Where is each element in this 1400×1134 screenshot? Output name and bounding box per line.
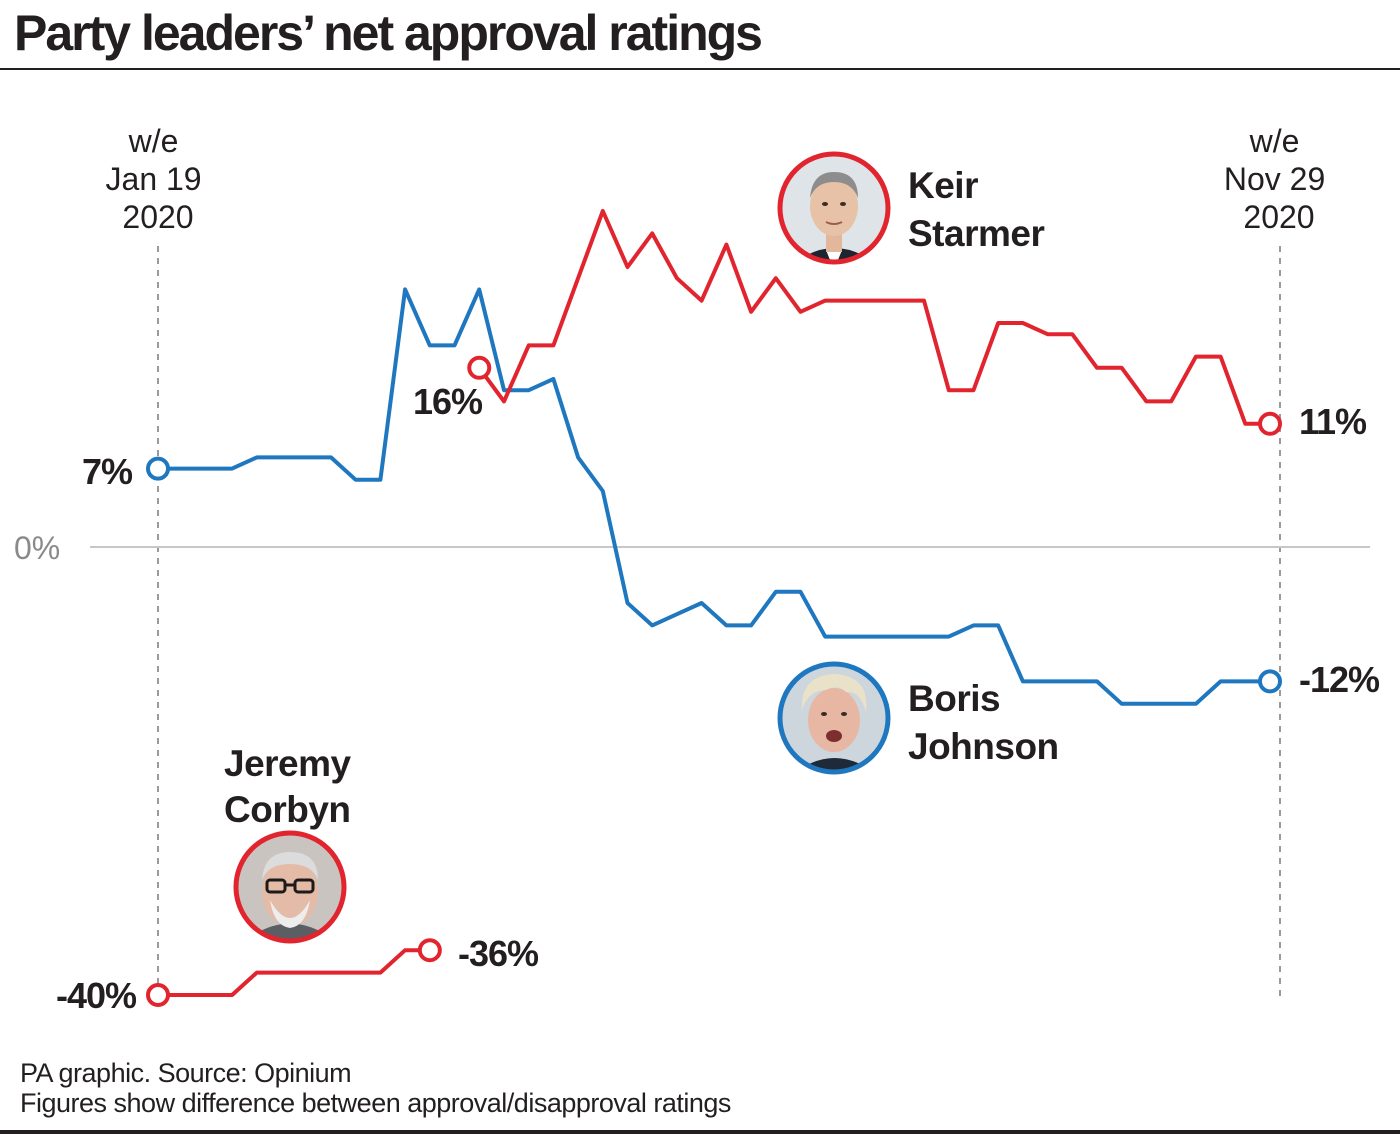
series-name-jeremy-corbyn: Jeremy Corbyn <box>224 743 360 830</box>
johnson-portrait-ring <box>777 661 891 775</box>
title-rule <box>0 68 1400 70</box>
methodology-note: Figures show difference between approval… <box>20 1088 731 1118</box>
series-line-keir-starmer <box>477 209 1270 426</box>
corbyn-portrait <box>233 830 347 944</box>
johnson-portrait <box>777 661 891 775</box>
end-date-label: w/e Nov 29 2020 <box>1224 123 1334 235</box>
point-marker-johnson-start <box>146 456 170 481</box>
series-name-keir-starmer: Keir Starmer <box>908 165 1044 254</box>
data-label-corbyn-end: -36% <box>458 933 539 974</box>
source-note: PA graphic. Source: Opinium <box>20 1058 352 1088</box>
point-marker-johnson-end <box>1258 669 1282 694</box>
start-date-label: w/e Jan 19 2020 <box>106 123 211 235</box>
starmer-portrait-ring <box>777 151 891 265</box>
data-label-starmer-end: 11% <box>1299 401 1367 442</box>
point-marker-starmer-start <box>467 355 492 380</box>
chart-title: Party leaders’ net approval ratings <box>14 5 763 61</box>
point-marker-corbyn-start <box>146 983 170 1007</box>
data-label-starmer-start: 16% <box>413 381 483 422</box>
data-label-johnson-end: -12% <box>1299 659 1380 700</box>
corbyn-portrait-ring <box>233 830 347 944</box>
series-name-boris-johnson: Boris Johnson <box>908 678 1059 767</box>
bottom-rule <box>0 1130 1400 1134</box>
starmer-portrait <box>777 151 891 265</box>
data-label-johnson-start: 7% <box>82 451 133 492</box>
series-line-jeremy-corbyn <box>158 948 430 997</box>
point-marker-corbyn-end <box>417 938 442 963</box>
series-line-boris-johnson <box>158 287 1270 706</box>
point-marker-starmer-end <box>1258 411 1282 436</box>
data-label-corbyn-start: -40% <box>56 975 137 1016</box>
zero-tick-label: 0% <box>14 530 60 566</box>
chart-footer: PA graphic. Source: Opinium Figures show… <box>20 1058 731 1118</box>
